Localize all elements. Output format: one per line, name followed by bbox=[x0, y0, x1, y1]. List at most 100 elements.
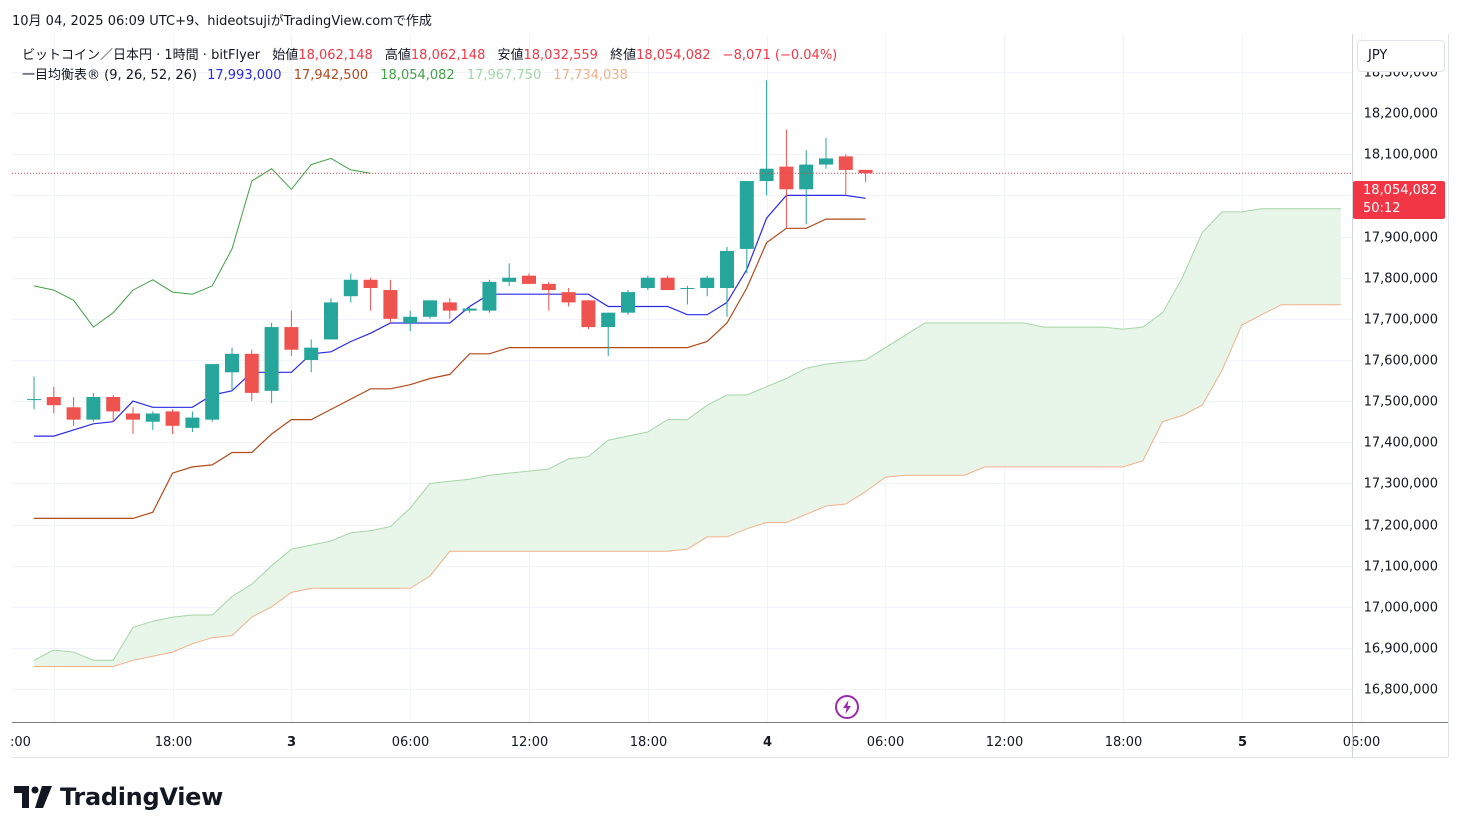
candle-body bbox=[205, 364, 220, 420]
candle-body bbox=[343, 279, 358, 297]
candle-body bbox=[759, 168, 774, 182]
candle-body bbox=[225, 353, 239, 373]
tradingview-logo-icon bbox=[14, 786, 52, 808]
candle-body bbox=[720, 250, 734, 288]
x-tick-label: :00 bbox=[10, 735, 31, 750]
candle-body bbox=[383, 290, 398, 319]
candle-body bbox=[46, 397, 61, 406]
candle-body bbox=[838, 156, 853, 170]
x-tick-label: 18:00 bbox=[1105, 735, 1142, 750]
candlestick-series bbox=[27, 80, 873, 435]
candle-body bbox=[423, 300, 437, 317]
candle-body bbox=[27, 399, 41, 401]
candle-body bbox=[621, 292, 635, 313]
y-tick-label: 17,400,000 bbox=[1364, 436, 1438, 451]
candle-body bbox=[165, 411, 180, 426]
legend-indicator-row: 一目均衡表® (9, 26, 52, 26) 17,993,000 17,942… bbox=[22, 68, 628, 83]
legend-kijun: 17,942,500 bbox=[294, 68, 368, 83]
legend-senkou-a: 17,967,750 bbox=[467, 68, 541, 83]
candle-body bbox=[264, 327, 279, 391]
y-tick-label: 17,700,000 bbox=[1364, 313, 1438, 328]
bar-countdown: 50:12 bbox=[1363, 201, 1401, 216]
brand-name: TradingView bbox=[60, 783, 223, 811]
x-tick-label: 12:00 bbox=[986, 735, 1023, 750]
senkou-span-a-line bbox=[33, 208, 1341, 661]
legend-high-label: 高値 bbox=[385, 47, 411, 63]
candle-body bbox=[541, 283, 556, 291]
y-tick-label: 17,000,000 bbox=[1364, 601, 1438, 616]
candle-body bbox=[858, 169, 873, 174]
legend-close: 18,054,082 bbox=[636, 48, 710, 63]
candle-body bbox=[700, 277, 715, 288]
senkou-span-b-line bbox=[34, 304, 1341, 667]
candle-body bbox=[66, 407, 81, 420]
legend-change: −8,071 (−0.04%) bbox=[723, 48, 838, 63]
candle-body bbox=[522, 275, 536, 284]
x-tick-label: 4 bbox=[763, 735, 772, 750]
y-tick-label: 17,500,000 bbox=[1364, 395, 1438, 410]
y-tick-label: 17,200,000 bbox=[1364, 519, 1438, 534]
legend-high: 18,062,148 bbox=[411, 48, 485, 63]
currency-button[interactable]: JPY bbox=[1357, 40, 1445, 72]
candle-body bbox=[502, 277, 517, 282]
y-tick-label: 16,800,000 bbox=[1364, 683, 1438, 698]
x-tick-label: 18:00 bbox=[155, 735, 192, 750]
candle-body bbox=[462, 308, 477, 311]
x-tick-label: 3 bbox=[287, 735, 296, 750]
candle-body bbox=[86, 397, 101, 420]
price-axis[interactable]: 16,800,000 16,900,000 17,000,000 17,100,000… bbox=[1364, 66, 1438, 698]
candle-body bbox=[324, 302, 338, 340]
legend-ohlc-row: ビットコイン／日本円 · 1時間 · bitFlyer 始値18,062,148… bbox=[22, 47, 837, 63]
candle-body bbox=[680, 287, 695, 289]
brand-logo[interactable]: TradingView bbox=[14, 780, 223, 814]
x-tick-label: 06:00 bbox=[1343, 735, 1380, 750]
legend-open: 18,062,148 bbox=[298, 48, 372, 63]
legend-close-label: 終値 bbox=[610, 47, 636, 63]
candle-body bbox=[581, 300, 596, 328]
candle-body bbox=[819, 158, 833, 165]
time-axis[interactable]: :00 18:00 3 06:00 12:00 18:00 4 06:00 12:00 18:00… bbox=[10, 735, 1380, 750]
candle-body bbox=[482, 281, 497, 311]
candle-body bbox=[640, 277, 655, 288]
candle-body bbox=[185, 417, 200, 428]
legend-senkou-b: 17,734,038 bbox=[553, 68, 627, 83]
candle-body bbox=[739, 181, 754, 249]
legend-tenkan: 17,993,000 bbox=[207, 68, 281, 83]
x-tick-label: 5 bbox=[1238, 735, 1247, 750]
candle-body bbox=[126, 413, 140, 420]
y-tick-label: 17,100,000 bbox=[1364, 560, 1438, 575]
x-tick-label: 18:00 bbox=[630, 735, 667, 750]
candle-body bbox=[561, 292, 576, 303]
legend-chikou: 18,054,082 bbox=[380, 68, 454, 83]
candle-body bbox=[106, 397, 121, 412]
kijun-sen-line bbox=[34, 218, 866, 520]
legend-low-label: 安値 bbox=[497, 47, 523, 63]
candle-body bbox=[660, 277, 675, 291]
grid-lines bbox=[12, 35, 1362, 722]
candle-body bbox=[779, 166, 794, 190]
candle-body bbox=[145, 413, 160, 422]
candle-body bbox=[304, 347, 319, 360]
candle-body bbox=[601, 312, 616, 328]
candle-body bbox=[799, 164, 814, 190]
candle-body bbox=[363, 279, 378, 288]
y-tick-label: 17,600,000 bbox=[1364, 354, 1438, 369]
candle-body bbox=[244, 353, 259, 393]
lightning-event-icon[interactable] bbox=[835, 695, 859, 719]
legend-low: 18,032,559 bbox=[524, 48, 598, 63]
last-price-value: 18,054,082 bbox=[1363, 183, 1438, 198]
y-tick-label: 16,900,000 bbox=[1364, 642, 1438, 657]
y-tick-label: 17,800,000 bbox=[1364, 272, 1438, 287]
x-tick-label: 06:00 bbox=[392, 735, 429, 750]
last-price-label: 18,054,082 50:12 bbox=[1353, 181, 1445, 219]
chikou-span-line bbox=[33, 157, 371, 328]
x-tick-label: 12:00 bbox=[511, 735, 548, 750]
y-tick-label: 17,300,000 bbox=[1364, 477, 1438, 492]
x-tick-label: 06:00 bbox=[867, 735, 904, 750]
y-tick-label: 18,100,000 bbox=[1364, 148, 1438, 163]
legend-symbol: ビットコイン／日本円 · 1時間 · bitFlyer bbox=[22, 48, 261, 63]
y-tick-label: 17,900,000 bbox=[1364, 231, 1438, 246]
legend-open-label: 始値 bbox=[272, 47, 298, 63]
legend-indicator-name: 一目均衡表® (9, 26, 52, 26) bbox=[22, 68, 197, 83]
